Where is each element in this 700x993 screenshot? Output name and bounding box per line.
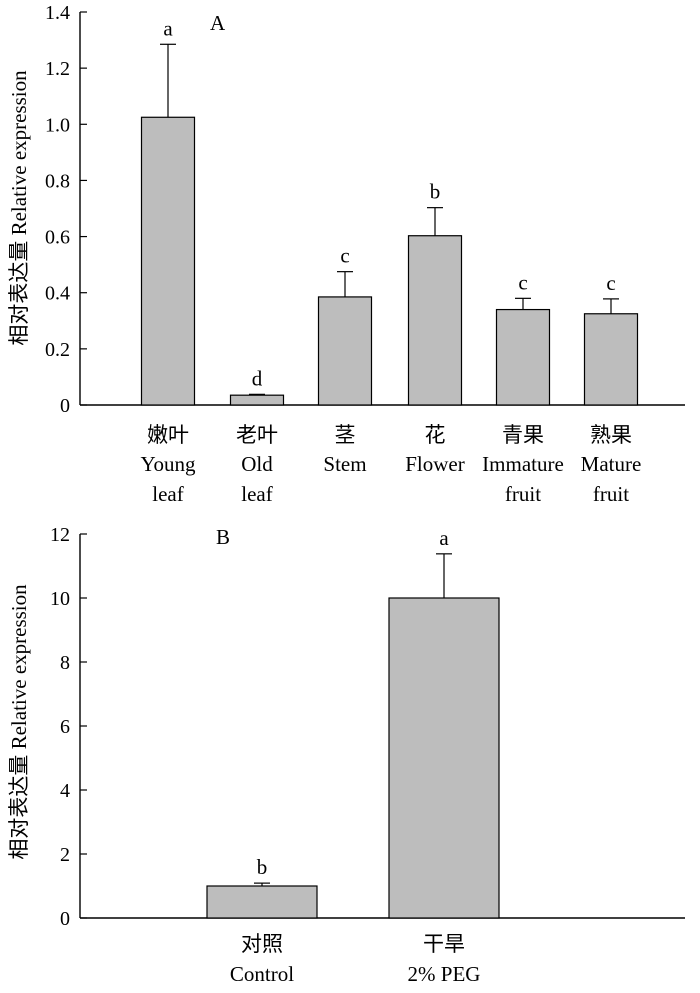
y-tick-label: 1.4 (45, 2, 70, 24)
y-tick-label: 0.2 (45, 339, 70, 361)
bar (317, 296, 373, 406)
panel-letter: B (216, 525, 230, 549)
category-label-zh: 花 (425, 423, 446, 447)
panel-a-chart: 0 0.2 0.4 0.6 0.8 1.0 1.2 1.4 相对表达量 Relative exp… (7, 2, 685, 506)
category-label-en: Old (241, 452, 273, 476)
significance-letter: a (163, 16, 173, 40)
category-label-en: fruit (505, 482, 541, 506)
bar (206, 885, 318, 919)
bar (495, 308, 551, 406)
y-tick-label: 12 (50, 524, 70, 546)
category-label-en: Stem (323, 452, 366, 476)
category-label-en: leaf (241, 482, 272, 506)
category-label-zh: 嫩叶 (147, 423, 189, 447)
y-tick-label: 0.6 (45, 227, 70, 249)
panel-letter: A (210, 11, 226, 35)
panel-b-chart: 0 2 4 6 8 10 12 相对表达量 Relative expression Bb 对照 Co… (7, 524, 685, 986)
category-label-en: Immature (482, 452, 564, 476)
category-label-zh: 茎 (335, 423, 356, 447)
bar (407, 235, 463, 406)
y-tick-label: 1.2 (45, 58, 70, 80)
y-axis-title: 相对表达量 Relative expression (7, 70, 31, 346)
y-axis-title: 相对表达量 Relative expression (7, 584, 31, 860)
y-tick-label: 8 (60, 652, 70, 674)
y-tick-label: 10 (50, 588, 70, 610)
significance-letter: b (257, 855, 268, 879)
y-tick-label: 0.8 (45, 170, 70, 192)
y-tick-label: 1.0 (45, 114, 70, 136)
bar (140, 116, 196, 406)
bar (229, 394, 285, 406)
significance-letter: c (606, 271, 615, 295)
y-tick-label: 0 (60, 908, 70, 930)
category-label-en: leaf (152, 482, 183, 506)
y-tick-label: 0.4 (45, 283, 70, 305)
y-tick-label: 2 (60, 844, 70, 866)
significance-letter: d (252, 366, 263, 390)
category-label-en: Mature (581, 452, 642, 476)
y-tick-label: 6 (60, 716, 70, 738)
category-label-zh: 老叶 (236, 423, 278, 447)
bar (388, 597, 500, 919)
category-label-en: Young (140, 452, 196, 476)
significance-letter: a (439, 526, 449, 550)
category-label-zh: 干旱 (423, 932, 465, 956)
y-tick-label: 0 (60, 395, 70, 417)
significance-letter: b (430, 180, 441, 204)
significance-letter: c (340, 244, 349, 268)
bar (583, 313, 639, 406)
category-label-en: 2% PEG (408, 962, 481, 986)
category-label-zh: 青果 (502, 423, 544, 447)
significance-letter: c (518, 270, 527, 294)
category-label-en: fruit (593, 482, 629, 506)
category-label-en: Flower (405, 452, 465, 476)
y-tick-label: 4 (60, 780, 70, 802)
category-label-zh: 熟果 (590, 423, 632, 447)
category-label-en: Control (230, 962, 294, 986)
category-label-zh: 对照 (241, 932, 283, 956)
